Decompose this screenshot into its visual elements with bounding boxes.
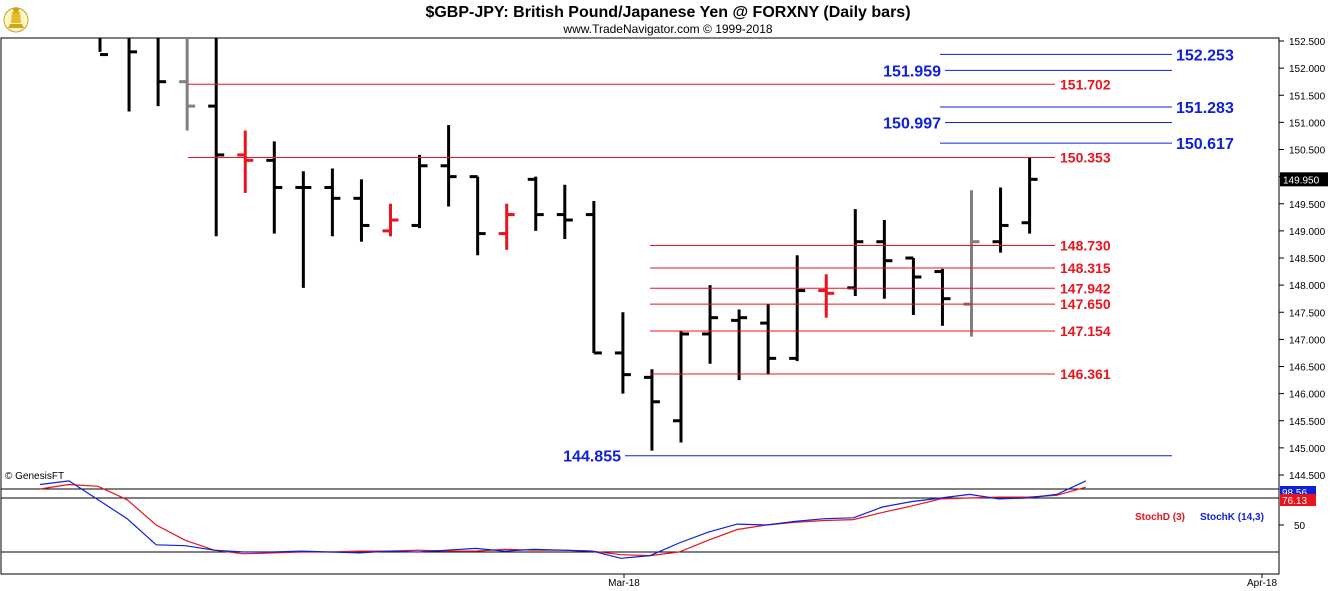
- level-label: 151.283: [1176, 100, 1234, 117]
- level-label: 147.942: [1060, 280, 1111, 296]
- price-axis: 152.500152.000151.500151.000150.500150.0…: [1279, 37, 1326, 482]
- level-label: 150.997: [883, 116, 941, 133]
- price-axis-label: 150.500: [1289, 146, 1326, 157]
- level-label: 152.253: [1176, 47, 1234, 64]
- x-axis-label: Apr-18: [1247, 578, 1277, 589]
- level-label: 151.959: [883, 63, 941, 80]
- stochastic-panel: [1, 480, 1279, 559]
- stochastic-legend: StochD (3) StochK (14,3): [1135, 512, 1264, 523]
- price-axis-label: 149.000: [1289, 227, 1326, 238]
- price-axis-label: 144.500: [1289, 471, 1326, 482]
- level-label: 151.702: [1060, 76, 1111, 92]
- stoch-badge-value: 76.13: [1282, 496, 1307, 507]
- price-axis-label: 148.500: [1289, 254, 1326, 265]
- plot-frame: [0, 37, 1280, 575]
- price-panel: [98, 38, 1038, 451]
- price-axis-label: 145.000: [1289, 444, 1326, 455]
- legend-stochd: StochD (3): [1135, 512, 1185, 523]
- level-label: 150.617: [1176, 136, 1234, 153]
- price-axis-label: 147.000: [1289, 335, 1326, 346]
- price-axis-label: 151.000: [1289, 118, 1326, 129]
- level-label: 147.650: [1060, 296, 1111, 312]
- price-axis-label: 152.000: [1289, 64, 1326, 75]
- price-axis-label: 146.500: [1289, 363, 1326, 374]
- price-bars: [98, 38, 1038, 451]
- chart-title: $GBP-JPY: British Pound/Japanese Yen @ F…: [425, 4, 910, 21]
- price-levels: 152.253 151.959 151.702 151.283 150.997 150.6…: [188, 47, 1234, 466]
- level-label: 148.315: [1060, 260, 1111, 276]
- chart-subtitle: www.TradeNavigator.com © 1999-2018: [562, 22, 772, 36]
- price-axis-label: 145.500: [1289, 417, 1326, 428]
- stoch-axis-label: 50: [1294, 521, 1306, 532]
- x-axis-label: Mar-18: [608, 578, 640, 589]
- price-axis-label: 151.500: [1289, 91, 1326, 102]
- last-price-value: 149.950: [1283, 175, 1320, 186]
- price-axis-label: 149.500: [1289, 200, 1326, 211]
- level-label: 148.730: [1060, 238, 1111, 254]
- level-label: 146.361: [1060, 366, 1111, 382]
- stochastic-axis: 50: [1279, 521, 1306, 532]
- level-label: 150.353: [1060, 149, 1111, 165]
- stoch-badge-box: [1280, 494, 1316, 506]
- x-axis: Mar-18 Apr-18: [608, 574, 1277, 589]
- last-price-badge: 149.950: [1280, 172, 1328, 187]
- legend-stochk: StochK (14,3): [1200, 512, 1264, 523]
- stoch-line-stochd: [39, 483, 1086, 557]
- level-label: 144.855: [563, 449, 621, 466]
- price-axis-label: 148.000: [1289, 281, 1326, 292]
- level-label: 147.154: [1060, 323, 1111, 339]
- price-axis-label: 147.500: [1289, 308, 1326, 319]
- stoch-badge-value: 98.56: [1282, 488, 1307, 499]
- last-price-box: [1280, 172, 1328, 187]
- source-label: © GenesisFT: [5, 471, 64, 482]
- stoch-line-stochk: [39, 480, 1087, 559]
- price-axis-label: 152.500: [1289, 37, 1326, 48]
- logo-icon: [3, 7, 29, 33]
- price-axis-label: 146.000: [1289, 390, 1326, 401]
